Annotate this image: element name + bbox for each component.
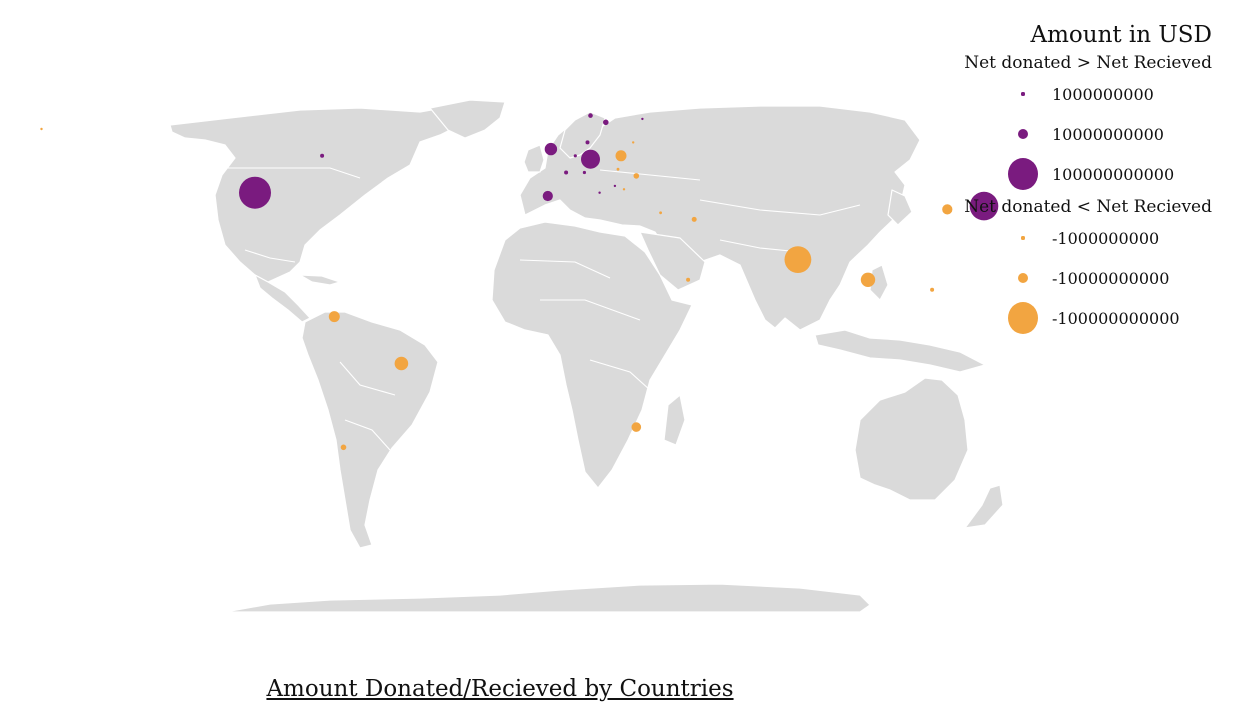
legend-swatch — [1008, 158, 1038, 190]
legend-swatch — [1021, 236, 1025, 240]
country-marker — [784, 246, 812, 273]
country-marker — [631, 422, 642, 432]
legend-item: -10000000000 — [962, 258, 1212, 298]
land-philippines — [869, 264, 889, 301]
land-indonesia — [814, 329, 986, 373]
country-marker — [632, 141, 635, 144]
legend-label: -100000000000 — [1052, 308, 1180, 328]
country-marker — [615, 150, 627, 162]
country-marker — [581, 149, 600, 169]
legend-swatch — [1008, 302, 1038, 334]
country-marker — [659, 211, 662, 215]
chart-title: Amount Donated/Recieved by Countries — [266, 676, 734, 702]
legend-dot-cell — [962, 158, 1052, 190]
legend-dot-cell — [962, 263, 1052, 293]
legend-dot-cell — [962, 79, 1052, 109]
legend-groups: Net donated > Net Recieved 1000000000 1000… — [962, 52, 1212, 338]
country-marker — [573, 154, 577, 158]
legend-dot-cell — [962, 119, 1052, 149]
legend-item: 10000000000 — [962, 114, 1212, 154]
land-antarctica — [224, 583, 871, 613]
legend-dot-box — [1008, 302, 1038, 334]
legend-dot-box — [1008, 158, 1038, 190]
country-marker — [691, 216, 697, 222]
country-marker — [585, 140, 590, 145]
legend-group-title: Net donated < Net Recieved — [964, 197, 1212, 217]
country-marker — [564, 170, 569, 175]
country-marker — [40, 127, 43, 131]
legend-item: -1000000000 — [962, 218, 1212, 258]
legend-label: -1000000000 — [1052, 228, 1160, 248]
land-greenland — [429, 99, 506, 139]
legend-dot-cell — [962, 302, 1052, 334]
country-marker — [598, 191, 601, 194]
land-japan — [887, 189, 913, 226]
country-marker — [588, 113, 593, 118]
legend: Amount in USD Net donated > Net Recieved… — [962, 20, 1212, 338]
legend-label: -10000000000 — [1052, 268, 1170, 288]
legend-dot-box — [1008, 223, 1038, 253]
country-marker — [320, 153, 325, 158]
legend-swatch — [1017, 272, 1029, 284]
legend-title: Amount in USD — [1030, 22, 1212, 48]
country-marker — [544, 142, 558, 156]
land-new-zealand — [964, 484, 1004, 529]
country-marker — [394, 356, 409, 371]
country-marker — [328, 311, 340, 323]
country-marker — [641, 117, 644, 121]
country-marker — [582, 170, 587, 175]
country-marker — [239, 176, 271, 209]
legend-label: 1000000000 — [1052, 84, 1154, 104]
legend-item: 1000000000 — [962, 74, 1212, 114]
country-marker — [616, 167, 620, 171]
country-marker — [542, 190, 553, 202]
country-marker — [613, 184, 617, 188]
land-australia — [854, 377, 969, 501]
legend-swatch — [1017, 128, 1029, 140]
legend-swatch — [1021, 92, 1025, 96]
land-madagascar — [663, 394, 686, 446]
land-layer — [169, 99, 1004, 613]
land-caribbean — [299, 274, 341, 286]
legend-label: 100000000000 — [1052, 164, 1175, 184]
country-marker — [969, 191, 999, 221]
legend-dot-cell — [962, 223, 1052, 253]
legend-label: 10000000000 — [1052, 124, 1164, 144]
land-south-america — [301, 311, 439, 549]
land-arabia — [639, 231, 706, 291]
legend-item: -100000000000 — [962, 298, 1212, 338]
country-marker — [633, 173, 640, 179]
legend-dot-box — [1008, 79, 1038, 109]
country-marker — [340, 444, 347, 451]
country-marker — [686, 277, 691, 282]
country-marker — [930, 287, 935, 292]
legend-dot-box — [1008, 263, 1038, 293]
land-central-america — [254, 274, 311, 323]
land-uk — [523, 144, 545, 173]
country-marker — [603, 119, 609, 126]
legend-item: 100000000000 — [962, 154, 1212, 194]
country-borders — [225, 167, 861, 451]
legend-group-title: Net donated > Net Recieved — [964, 53, 1212, 73]
marker-layer — [40, 113, 999, 451]
country-marker — [942, 204, 953, 215]
legend-dot-box — [1008, 119, 1038, 149]
country-marker — [860, 272, 876, 287]
country-marker — [622, 188, 626, 191]
